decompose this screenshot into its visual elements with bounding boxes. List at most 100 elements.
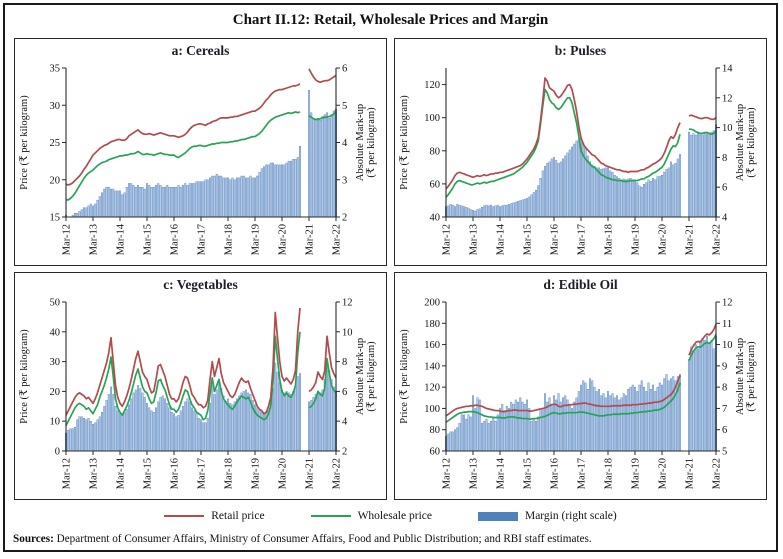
svg-text:25: 25 <box>49 138 60 149</box>
panels-grid: a: Cereals 15 20 25 30 35 2 3 4 5 6 Mar-12 Mar-13 Ma… <box>14 38 767 500</box>
svg-text:12: 12 <box>722 298 733 309</box>
svg-text:Mar-21: Mar-21 <box>304 224 315 255</box>
panel-title-cereals: a: Cereals <box>171 43 230 58</box>
svg-text:120: 120 <box>424 383 440 394</box>
svg-text:Mar-22: Mar-22 <box>711 458 722 489</box>
svg-text:Mar-22: Mar-22 <box>711 224 722 255</box>
svg-text:Mar-20: Mar-20 <box>277 458 288 489</box>
panel-title-edible-oil: d: Edible Oil <box>543 277 618 292</box>
svg-text:11: 11 <box>722 319 732 330</box>
svg-text:7: 7 <box>722 404 727 415</box>
svg-text:Mar-12: Mar-12 <box>441 458 452 489</box>
svg-text:Mar-20: Mar-20 <box>277 224 288 255</box>
svg-text:Absolute Mark-up: Absolute Mark-up <box>735 104 746 181</box>
svg-text:20: 20 <box>49 175 60 186</box>
svg-text:8: 8 <box>722 153 727 164</box>
svg-text:80: 80 <box>429 425 440 436</box>
svg-text:Absolute Mark-up: Absolute Mark-up <box>355 104 366 181</box>
svg-text:160: 160 <box>424 340 440 351</box>
svg-text:30: 30 <box>49 101 60 112</box>
svg-text:20: 20 <box>49 387 60 398</box>
svg-text:Absolute Mark-up: Absolute Mark-up <box>355 338 366 415</box>
chart-edible-oil: 60 80 100 120 140 160 180 200 5 6 7 8 9 10 11 12 Mar-12 M… <box>399 298 757 490</box>
svg-text:Mar-13: Mar-13 <box>88 458 99 489</box>
sources-text: Department of Consumer Affairs, Ministry… <box>53 533 592 545</box>
svg-text:Mar-13: Mar-13 <box>468 224 479 255</box>
svg-text:35: 35 <box>49 64 60 75</box>
svg-text:10: 10 <box>49 417 60 428</box>
svg-text:Mar-21: Mar-21 <box>684 224 695 255</box>
panel-cereals: a: Cereals 15 20 25 30 35 2 3 4 5 6 Mar-12 Mar-13 Ma… <box>14 38 387 266</box>
svg-text:12: 12 <box>722 93 733 104</box>
legend-item-retail: Retail price <box>164 510 265 522</box>
svg-text:Mar-19: Mar-19 <box>250 224 261 255</box>
panel-edible-oil: d: Edible Oil 60 80 100 120 140 160 180 200 5 6 7 8… <box>394 272 767 500</box>
svg-text:3: 3 <box>342 175 347 186</box>
svg-text:Price (₹ per kilogram): Price (₹ per kilogram) <box>399 95 410 190</box>
svg-text:40: 40 <box>49 327 60 338</box>
svg-text:Mar-14: Mar-14 <box>115 223 126 255</box>
wholesale-line-swatch <box>310 514 351 518</box>
svg-text:Mar-19: Mar-19 <box>250 458 261 489</box>
chart-figure: Chart II.12: Retail, Wholesale Prices an… <box>3 3 778 552</box>
svg-text:10: 10 <box>722 340 733 351</box>
svg-text:8: 8 <box>722 383 727 394</box>
legend-wholesale-label: Wholesale price <box>357 510 432 522</box>
svg-text:6: 6 <box>342 387 347 398</box>
svg-text:2: 2 <box>342 213 347 224</box>
svg-text:4: 4 <box>342 417 348 428</box>
svg-text:14: 14 <box>722 64 733 75</box>
figure-title: Chart II.12: Retail, Wholesale Prices an… <box>232 12 549 28</box>
svg-text:4: 4 <box>722 213 728 224</box>
svg-text:Mar-22: Mar-22 <box>331 224 342 255</box>
svg-text:Mar-19: Mar-19 <box>630 458 641 489</box>
svg-text:Mar-21: Mar-21 <box>684 458 695 489</box>
svg-text:100: 100 <box>424 113 440 124</box>
svg-text:Mar-14: Mar-14 <box>115 457 126 489</box>
margin-bar-swatch <box>477 511 518 521</box>
panel-pulses: b: Pulses 40 60 80 100 120 4 6 8 10 12 14 Mar-12 Mar… <box>394 38 767 266</box>
svg-text:80: 80 <box>429 146 440 157</box>
legend-item-margin: Margin (right scale) <box>477 510 617 522</box>
svg-text:Mar-17: Mar-17 <box>576 224 587 255</box>
svg-text:40: 40 <box>429 213 440 224</box>
svg-text:Price (₹ per kilogram): Price (₹ per kilogram) <box>399 329 410 424</box>
chart-vegetables: 0 10 20 30 40 50 2 4 6 8 10 12 Mar-12 Mar-13 Mar-14 Mar… <box>19 298 377 490</box>
legend-retail-label: Retail price <box>211 510 265 522</box>
svg-text:200: 200 <box>424 298 440 309</box>
svg-text:10: 10 <box>342 327 353 338</box>
svg-text:120: 120 <box>424 80 440 91</box>
panel-vegetables: c: Vegetables 0 10 20 30 40 50 2 4 6 8 10 12 Mar-12 M… <box>14 272 387 500</box>
svg-text:Mar-18: Mar-18 <box>603 224 614 255</box>
svg-text:30: 30 <box>49 357 60 368</box>
sources-note: Sources: Department of Consumer Affairs,… <box>13 533 768 545</box>
svg-text:Mar-16: Mar-16 <box>169 458 180 489</box>
svg-text:5: 5 <box>722 447 727 458</box>
svg-text:Absolute Mark-up: Absolute Mark-up <box>735 338 746 415</box>
svg-text:Mar-12: Mar-12 <box>441 224 452 255</box>
svg-text:Mar-13: Mar-13 <box>88 224 99 255</box>
svg-text:Mar-15: Mar-15 <box>142 224 153 255</box>
chart-pulses: 40 60 80 100 120 4 6 8 10 12 14 Mar-12 Mar-13 Mar-14 M… <box>399 64 757 256</box>
svg-text:Mar-16: Mar-16 <box>169 224 180 255</box>
svg-text:12: 12 <box>342 298 353 309</box>
chart-cereals: 15 20 25 30 35 2 3 4 5 6 Mar-12 Mar-13 Mar-14 Mar-15 M… <box>19 64 377 256</box>
svg-text:Mar-13: Mar-13 <box>468 458 479 489</box>
svg-text:Price (₹ per kilogram): Price (₹ per kilogram) <box>19 95 30 190</box>
svg-text:180: 180 <box>424 319 440 330</box>
svg-text:(₹ per kilogram): (₹ per kilogram) <box>366 107 377 178</box>
svg-text:60: 60 <box>429 179 440 190</box>
svg-text:15: 15 <box>49 213 60 224</box>
svg-text:50: 50 <box>49 298 60 309</box>
svg-text:Mar-12: Mar-12 <box>61 458 72 489</box>
svg-text:Mar-16: Mar-16 <box>549 458 560 489</box>
svg-text:(₹ per kilogram): (₹ per kilogram) <box>746 341 757 412</box>
svg-text:8: 8 <box>342 357 347 368</box>
svg-text:0: 0 <box>54 447 59 458</box>
retail-line-swatch <box>164 514 205 518</box>
svg-text:Mar-16: Mar-16 <box>549 224 560 255</box>
svg-text:Mar-15: Mar-15 <box>522 458 533 489</box>
svg-text:Mar-18: Mar-18 <box>223 224 234 255</box>
svg-text:6: 6 <box>722 425 727 436</box>
svg-text:2: 2 <box>342 447 347 458</box>
